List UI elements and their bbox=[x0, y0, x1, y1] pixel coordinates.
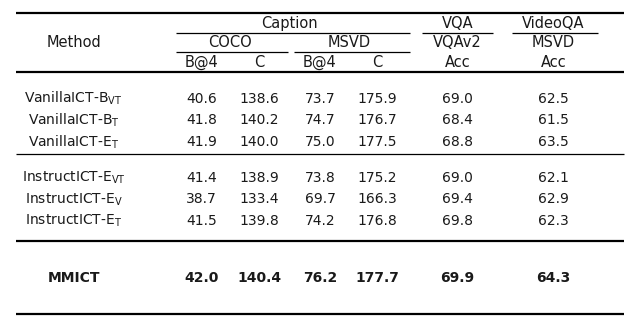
Text: 69.0: 69.0 bbox=[442, 92, 473, 106]
Text: Caption: Caption bbox=[261, 16, 318, 31]
Text: 40.6: 40.6 bbox=[186, 92, 217, 106]
Text: 74.7: 74.7 bbox=[305, 113, 335, 127]
Text: 63.5: 63.5 bbox=[538, 135, 569, 149]
Text: 69.4: 69.4 bbox=[442, 192, 473, 206]
Text: 62.9: 62.9 bbox=[538, 192, 569, 206]
Text: 75.0: 75.0 bbox=[305, 135, 335, 149]
Text: 140.2: 140.2 bbox=[239, 113, 279, 127]
Text: MSVD: MSVD bbox=[327, 35, 371, 50]
Text: 175.2: 175.2 bbox=[358, 171, 397, 185]
Text: 176.7: 176.7 bbox=[358, 113, 397, 127]
Text: 62.3: 62.3 bbox=[538, 214, 569, 228]
Text: 166.3: 166.3 bbox=[358, 192, 397, 206]
Text: InstructICT-E$_{\mathrm{V}}$: InstructICT-E$_{\mathrm{V}}$ bbox=[25, 191, 122, 208]
Text: MMICT: MMICT bbox=[47, 271, 100, 285]
Text: 177.5: 177.5 bbox=[358, 135, 397, 149]
Text: VQAv2: VQAv2 bbox=[433, 35, 482, 50]
Text: B@4: B@4 bbox=[185, 55, 218, 70]
Text: VanillaICT-E$_{\mathrm{T}}$: VanillaICT-E$_{\mathrm{T}}$ bbox=[28, 133, 119, 151]
Text: 68.4: 68.4 bbox=[442, 113, 473, 127]
Text: 176.8: 176.8 bbox=[358, 214, 397, 228]
Text: 138.9: 138.9 bbox=[239, 171, 279, 185]
Text: VQA: VQA bbox=[442, 16, 474, 31]
Text: 175.9: 175.9 bbox=[358, 92, 397, 106]
Text: 42.0: 42.0 bbox=[184, 271, 219, 285]
Text: Acc: Acc bbox=[541, 55, 566, 70]
Text: InstructICT-E$_{\mathrm{VT}}$: InstructICT-E$_{\mathrm{VT}}$ bbox=[22, 169, 125, 186]
Text: 140.4: 140.4 bbox=[237, 271, 281, 285]
Text: B@4: B@4 bbox=[303, 55, 337, 70]
Text: 69.9: 69.9 bbox=[440, 271, 475, 285]
Text: 41.9: 41.9 bbox=[186, 135, 217, 149]
Text: C: C bbox=[254, 55, 264, 70]
Text: Acc: Acc bbox=[445, 55, 470, 70]
Text: 69.7: 69.7 bbox=[305, 192, 335, 206]
Text: 62.5: 62.5 bbox=[538, 92, 569, 106]
Text: VanillaICT-B$_{\mathrm{VT}}$: VanillaICT-B$_{\mathrm{VT}}$ bbox=[24, 90, 123, 107]
Text: 64.3: 64.3 bbox=[536, 271, 571, 285]
Text: C: C bbox=[372, 55, 383, 70]
Text: VanillaICT-B$_{\mathrm{T}}$: VanillaICT-B$_{\mathrm{T}}$ bbox=[28, 112, 120, 129]
Text: 73.7: 73.7 bbox=[305, 92, 335, 106]
Text: 41.4: 41.4 bbox=[186, 171, 217, 185]
Text: InstructICT-E$_{\mathrm{T}}$: InstructICT-E$_{\mathrm{T}}$ bbox=[25, 213, 122, 229]
Text: 69.8: 69.8 bbox=[442, 214, 473, 228]
Text: 139.8: 139.8 bbox=[239, 214, 279, 228]
Text: 140.0: 140.0 bbox=[239, 135, 279, 149]
Text: 133.4: 133.4 bbox=[239, 192, 279, 206]
Text: VideoQA: VideoQA bbox=[522, 16, 585, 31]
Text: Method: Method bbox=[46, 35, 101, 50]
Text: 177.7: 177.7 bbox=[356, 271, 399, 285]
Text: 74.2: 74.2 bbox=[305, 214, 335, 228]
Text: 38.7: 38.7 bbox=[186, 192, 217, 206]
Text: 76.2: 76.2 bbox=[303, 271, 337, 285]
Text: COCO: COCO bbox=[209, 35, 252, 50]
Text: MSVD: MSVD bbox=[532, 35, 575, 50]
Text: 62.1: 62.1 bbox=[538, 171, 569, 185]
Text: 41.5: 41.5 bbox=[186, 214, 217, 228]
Text: 41.8: 41.8 bbox=[186, 113, 217, 127]
Text: 68.8: 68.8 bbox=[442, 135, 473, 149]
Text: 73.8: 73.8 bbox=[305, 171, 335, 185]
Text: 138.6: 138.6 bbox=[239, 92, 279, 106]
Text: 69.0: 69.0 bbox=[442, 171, 473, 185]
Text: 61.5: 61.5 bbox=[538, 113, 569, 127]
